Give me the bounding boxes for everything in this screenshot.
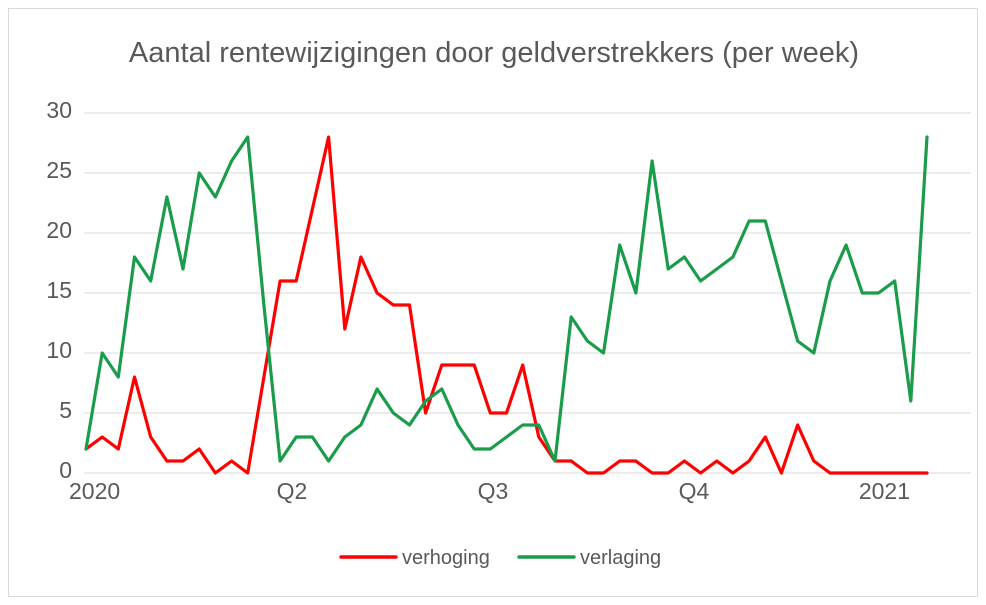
svg-text:15: 15 (46, 277, 72, 303)
svg-text:2021: 2021 (859, 478, 910, 504)
svg-text:30: 30 (46, 97, 72, 123)
svg-text:5: 5 (59, 397, 72, 423)
svg-text:Q3: Q3 (478, 478, 509, 504)
svg-text:Q4: Q4 (679, 478, 710, 504)
svg-text:25: 25 (46, 157, 72, 183)
svg-text:20: 20 (46, 217, 72, 243)
svg-text:verlaging: verlaging (580, 547, 661, 569)
svg-text:verhoging: verhoging (402, 547, 490, 569)
svg-text:Q2: Q2 (277, 478, 308, 504)
svg-text:10: 10 (46, 337, 72, 363)
svg-text:2020: 2020 (69, 478, 120, 504)
